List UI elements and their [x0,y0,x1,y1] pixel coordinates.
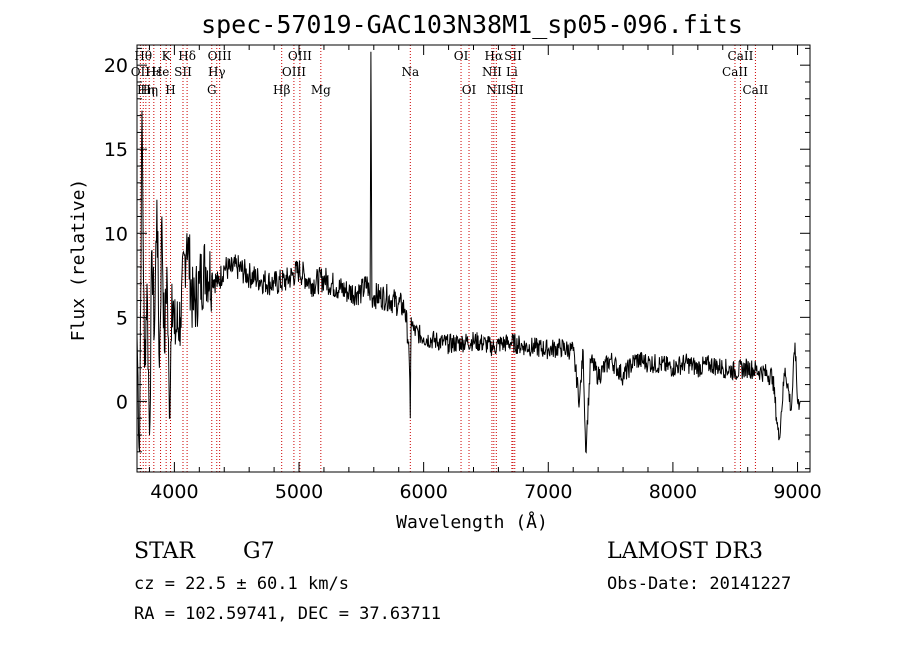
line-label: Hη [140,83,158,97]
subclass: G7 [243,539,275,564]
redshift-cz: cz = 22.5 ± 60.1 km/s [134,574,349,594]
spectral-line-labels: OIIHθHηHηHεHeKHSIIHδGHγOIIIHβOIIIOIIIMgN… [131,49,769,97]
line-label: OI [454,49,469,63]
x-tick-label: 6000 [399,481,447,503]
y-tick-label: 10 [104,223,128,245]
y-tick-label: 20 [104,55,128,77]
observation-date: Obs-Date: 20141227 [607,574,792,594]
line-label: Li [506,65,518,79]
x-tick-label: 7000 [524,481,572,503]
line-label: H [165,83,175,97]
line-label: G [207,83,217,97]
line-label: Hε [145,65,162,79]
spectral-line-markers [139,45,756,472]
line-label: Mg [311,83,331,97]
y-tick-label: 15 [104,139,128,161]
line-label: Na [401,65,419,79]
line-label: OIII [282,65,306,79]
line-label: Hθ [134,49,152,63]
line-label: Hγ [208,65,226,79]
x-tick-label: 4000 [150,481,198,503]
y-axis-label: Flux (relative) [68,179,89,342]
line-label: CaII [742,83,768,97]
y-tick-label: 0 [116,391,128,413]
line-label: NII [482,65,502,79]
line-label: CaII [728,49,754,63]
object-type: STAR [134,539,195,564]
x-tick-label: 8000 [649,481,697,503]
x-tick-label: 9000 [773,481,821,503]
flux-series-line [136,51,801,454]
line-label: OII [131,65,151,79]
line-label: K [162,49,172,63]
x-tick-label: 5000 [275,481,323,503]
line-label: Hβ [273,83,290,97]
survey-name: LAMOST DR3 [607,539,763,564]
line-label: Hδ [178,49,196,63]
line-label: Hη [137,83,155,97]
y-axis-ticks: 0 5 10 15 20 [104,47,810,470]
line-label: Hα [485,49,504,63]
y-tick-label: 5 [116,307,128,329]
line-label: OIII [208,49,232,63]
line-label: OIII [288,49,312,63]
chart-title: spec-57019-GAC103N38M1_sp05-096.fits [201,10,743,39]
line-label: He [152,65,170,79]
line-label: SII [504,49,522,63]
line-label: OI [462,83,477,97]
line-label: SII [174,65,192,79]
line-label: SII [506,83,524,97]
line-label: CaII [722,65,748,79]
x-axis-ticks: 4000 5000 6000 7000 8000 9000 [148,45,822,503]
coordinates: RA = 102.59741, DEC = 37.63711 [134,604,442,624]
x-axis-label: Wavelength (Å) [396,511,548,533]
line-label: NII [486,83,506,97]
